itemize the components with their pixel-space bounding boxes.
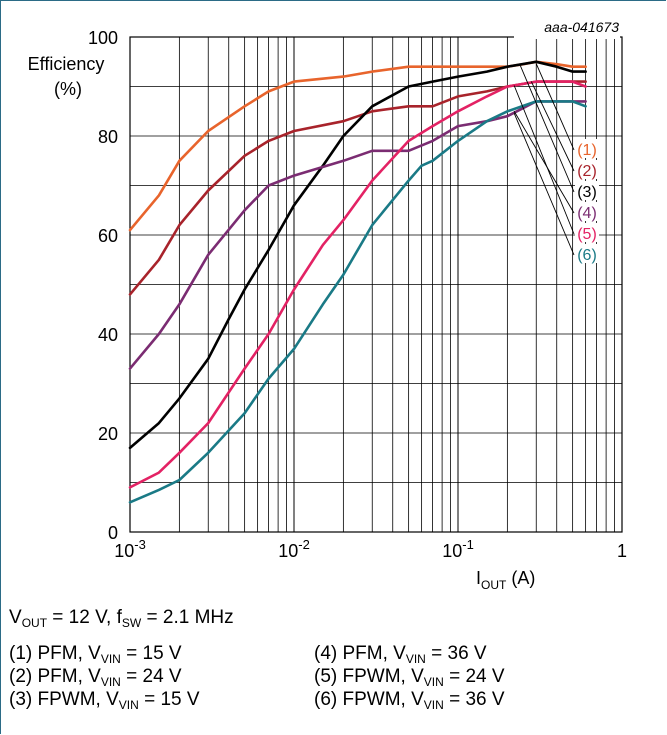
legend-entry: (5) FPWM, VVIN = 24 V — [314, 666, 505, 689]
plot-border — [129, 36, 623, 533]
label-leader-line — [513, 111, 575, 214]
label-bg — [575, 181, 599, 200]
cond-vout: V — [9, 607, 22, 628]
figure-code: aaa-041673 — [544, 19, 619, 35]
operating-conditions: VOUT = 12 V, fSW = 2.1 MHz — [9, 607, 659, 629]
series-line — [128, 80, 587, 489]
y-tick-label: 80 — [98, 127, 118, 147]
label-leader-line — [530, 81, 575, 172]
label-bg — [575, 223, 599, 242]
series-label: (2) — [577, 163, 597, 180]
series-label: (6) — [577, 247, 597, 264]
x-tick-label: 10-3 — [114, 537, 146, 561]
label-leader-line — [513, 85, 575, 235]
legend-entry: (4) PFM, VVIN = 36 V — [314, 643, 487, 666]
legend-entry: (6) FPWM, VVIN = 36 V — [314, 689, 505, 712]
series-line — [128, 60, 587, 450]
legend-entry: (3) FPWM, VVIN = 15 V — [9, 689, 200, 712]
label-leader-line — [535, 63, 575, 151]
cond-tail: = 2.1 MHz — [141, 607, 234, 628]
legend-entry: (1) PFM, VVIN = 15 V — [9, 643, 182, 666]
y-axis-unit: (%) — [54, 79, 82, 99]
cond-middle: = 12 V, f — [47, 607, 122, 628]
label-bg — [575, 160, 599, 179]
label-bg — [575, 139, 599, 158]
legend-entry: (2) PFM, VVIN = 24 V — [9, 666, 182, 689]
series-label: (1) — [577, 142, 597, 159]
label-bg — [575, 244, 599, 263]
x-tick-label: 10-1 — [442, 537, 474, 561]
x-axis-label: IOUT (A) — [476, 568, 535, 592]
y-tick-label: 100 — [88, 28, 118, 48]
series-legend: (1) PFM, VVIN = 15 V (4) PFM, VVIN = 36 … — [9, 643, 659, 711]
efficiency-chart: 0 20 40 60 80 100 10-3 10-2 10-1 1 Efficiency (%) IO… — [28, 19, 627, 592]
figure-notes: VOUT = 12 V, fSW = 2.1 MHz (1) PFM, VVIN… — [9, 607, 659, 711]
series-label: (4) — [577, 205, 597, 222]
code-label-bg — [514, 19, 620, 39]
y-tick-label: 20 — [98, 424, 118, 444]
label-leader-line — [519, 65, 575, 193]
series-label: (5) — [577, 226, 597, 243]
x-tick-label: 1 — [617, 541, 627, 561]
y-tick-label: 60 — [98, 226, 118, 246]
label-leader-line — [513, 113, 575, 256]
series-line — [128, 100, 587, 504]
cond-fsw-sub: SW — [121, 616, 142, 630]
y-axis-label: Efficiency — [28, 54, 105, 74]
y-tick-label: 0 — [108, 523, 118, 543]
y-tick-label: 40 — [98, 325, 118, 345]
series-label: (3) — [577, 184, 597, 201]
label-bg — [575, 202, 599, 221]
x-tick-label: 10-2 — [278, 537, 310, 561]
cond-vout-sub: OUT — [21, 616, 48, 630]
